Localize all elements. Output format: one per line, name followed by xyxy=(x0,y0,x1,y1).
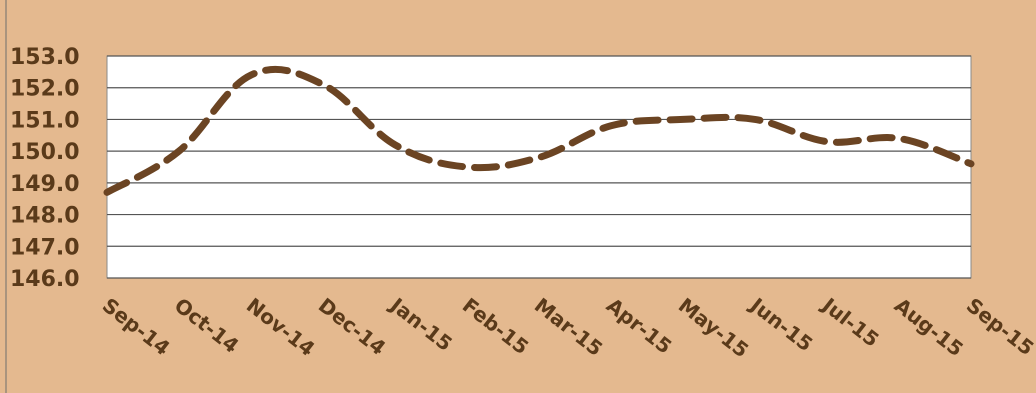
plot-area xyxy=(106,55,972,279)
series-group xyxy=(103,65,975,196)
y-axis-tick-labels: 146.0 147.0 148.0 149.0 150.0 151.0 152.0 153.0 xyxy=(10,45,80,292)
y-tick-label: 153.0 xyxy=(10,45,80,70)
y-tick-label: 146.0 xyxy=(10,267,80,292)
y-tick-label: 148.0 xyxy=(10,204,80,229)
gridlines xyxy=(107,55,971,279)
y-tick-label: 147.0 xyxy=(10,235,80,260)
y-tick-label: 152.0 xyxy=(10,77,80,102)
y-tick-label: 150.0 xyxy=(10,140,80,165)
series-line xyxy=(103,65,975,196)
y-tick-label: 151.0 xyxy=(10,108,80,133)
y-tick-label: 149.0 xyxy=(10,172,80,197)
